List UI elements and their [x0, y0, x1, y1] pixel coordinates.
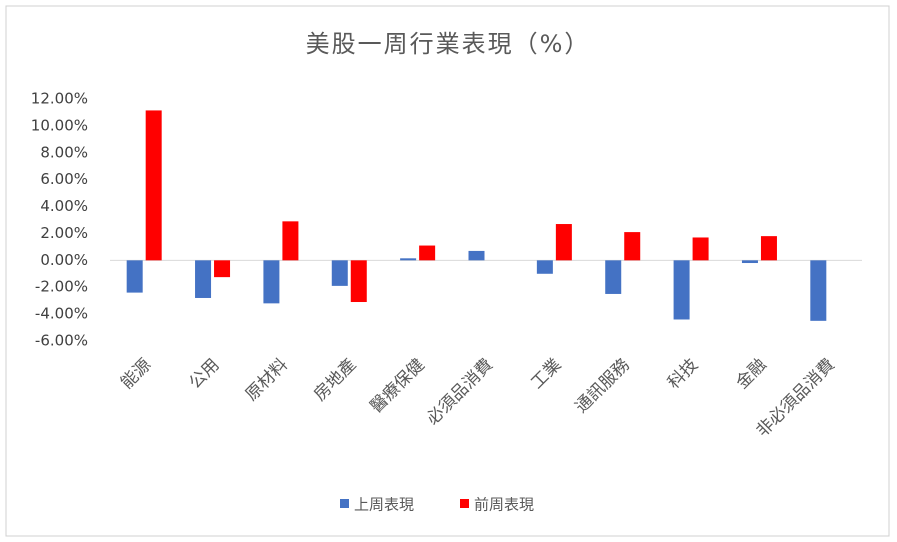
y-tick-label: 6.00% [40, 170, 88, 188]
bar [536, 260, 553, 274]
bar [741, 260, 758, 264]
bar [214, 260, 231, 278]
bar [605, 260, 622, 294]
bar [810, 260, 827, 321]
y-tick-label: -6.00% [35, 332, 88, 350]
bar [555, 224, 572, 261]
y-tick-label: 2.00% [40, 224, 88, 242]
bar [282, 221, 299, 261]
bar [692, 237, 709, 261]
legend-swatch [340, 499, 349, 508]
y-tick-label: -2.00% [35, 278, 88, 296]
bar [400, 258, 417, 261]
bar [331, 260, 348, 286]
bar [760, 236, 777, 261]
bar [673, 260, 690, 320]
legend-label: 前周表現 [474, 496, 534, 514]
bar [624, 232, 641, 261]
bar [419, 245, 436, 261]
chart-frame [5, 5, 890, 537]
bar [195, 260, 212, 298]
bar [145, 110, 162, 261]
bar [126, 260, 143, 293]
y-tick-label: 12.00% [31, 90, 88, 108]
y-tick-label: 4.00% [40, 197, 88, 215]
legend-swatch [460, 499, 469, 508]
bar [468, 250, 485, 261]
y-tick-label: 0.00% [40, 251, 88, 269]
bar [350, 260, 367, 303]
bar [263, 260, 280, 304]
y-tick-label: 10.00% [31, 116, 88, 134]
y-tick-label: 8.00% [40, 143, 88, 161]
y-tick-label: -4.00% [35, 305, 88, 323]
legend-label: 上周表現 [354, 496, 414, 514]
chart-title: 美股一周行業表現（%） [306, 30, 591, 58]
